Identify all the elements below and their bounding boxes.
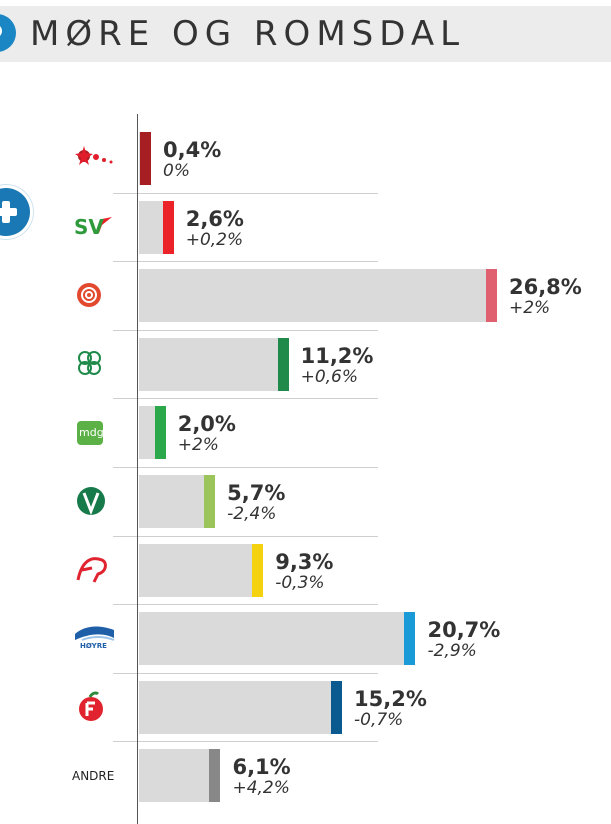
change-label: 0% <box>163 161 190 181</box>
bar-marker <box>209 749 221 802</box>
change-label: -2,9% <box>427 641 477 661</box>
value-label: 9,3% <box>275 550 334 574</box>
andre-label-text: ANDRE <box>72 769 115 783</box>
hoyre-logo: HØYRE <box>72 620 115 656</box>
rodt-logo <box>72 140 113 176</box>
bar-sp <box>139 338 289 391</box>
value-label: 0,4% <box>163 138 222 162</box>
bar-marker <box>204 475 216 528</box>
value-label: 5,7% <box>227 481 286 505</box>
bar-ap <box>139 269 497 322</box>
sv-logo-text: SV <box>74 215 104 239</box>
change-label: -0,3% <box>275 573 325 593</box>
row-separator <box>113 673 378 674</box>
bar-marker <box>162 201 174 254</box>
bar-marker <box>485 269 497 322</box>
bar-marker <box>154 406 166 459</box>
value-label: 2,6% <box>185 207 244 231</box>
venstre-logo <box>72 483 112 519</box>
bar-marker <box>277 338 289 391</box>
mdg-logo: mdg <box>72 414 112 450</box>
andre-label: ANDRE <box>72 757 115 793</box>
row-separator <box>113 193 378 194</box>
row-separator <box>113 330 378 331</box>
add-button[interactable] <box>0 188 30 236</box>
row-separator <box>113 261 378 262</box>
bar-andre <box>139 749 221 802</box>
sp-clover-logo <box>72 346 112 382</box>
change-label: +2% <box>508 298 551 318</box>
ap-rose-logo <box>72 277 112 313</box>
row-separator <box>113 467 378 468</box>
change-label: -0,7% <box>354 710 404 730</box>
header-bar: MØRE OG ROMSDAL <box>0 6 611 62</box>
krf-logo <box>72 552 112 588</box>
change-label: +0,6% <box>300 367 359 387</box>
value-label: 15,2% <box>354 687 427 711</box>
mdg-logo-text: mdg <box>79 426 104 439</box>
bar-marker <box>252 544 264 597</box>
hoyre-logo-text: HØYRE <box>80 642 107 650</box>
bar-høyre <box>139 612 416 665</box>
bar-marker <box>140 132 151 185</box>
change-label: -2,4% <box>227 504 277 524</box>
bar-marker <box>404 612 416 665</box>
row-separator <box>113 604 378 605</box>
bar-marker <box>331 681 343 734</box>
value-label: 11,2% <box>300 344 374 368</box>
value-label: 2,0% <box>177 412 236 436</box>
change-label: +4,2% <box>232 778 290 798</box>
change-label: +2% <box>177 435 219 455</box>
bar-frp <box>139 681 343 734</box>
value-label: 6,1% <box>232 755 291 779</box>
value-label: 26,8% <box>508 275 582 299</box>
bar-krf <box>139 544 264 597</box>
page-title: MØRE OG ROMSDAL <box>30 14 466 54</box>
value-label: 20,7% <box>427 618 501 642</box>
search-icon[interactable] <box>0 14 16 52</box>
change-label: +0,2% <box>185 230 244 250</box>
chart-axis-line <box>137 114 138 824</box>
row-separator <box>113 398 378 399</box>
sv-logo: SV <box>72 209 112 245</box>
row-separator <box>113 536 378 537</box>
bar-venstre <box>139 475 216 528</box>
row-separator <box>113 741 378 742</box>
frp-logo <box>72 689 112 725</box>
